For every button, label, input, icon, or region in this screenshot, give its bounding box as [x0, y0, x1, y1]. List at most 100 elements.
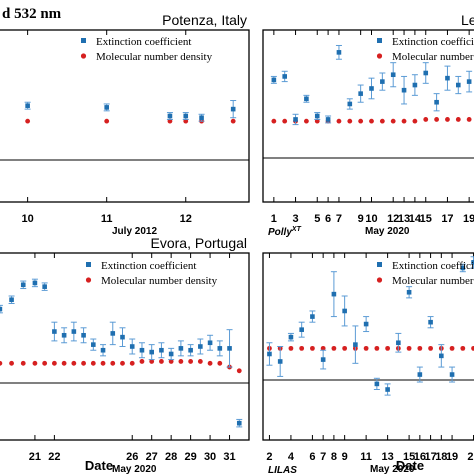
x-tick-label: 30 — [204, 451, 216, 463]
molecular-point — [369, 118, 374, 124]
x-period-label: May 2020 — [112, 464, 157, 474]
legend-marker-molecular — [85, 277, 92, 283]
extinction-point — [227, 346, 232, 351]
x-tick-label: 19 — [446, 451, 458, 463]
legend-marker-extinction — [86, 262, 91, 267]
extinction-point — [449, 372, 455, 377]
molecular-point — [9, 360, 14, 366]
x-tick-label: 7 — [320, 451, 326, 463]
molecular-point — [25, 118, 31, 124]
x-tick-label: 28 — [165, 451, 177, 463]
panel-title: Evora, Portugal — [151, 235, 248, 251]
legend-marker-extinction — [81, 38, 86, 43]
extinction-point — [314, 113, 320, 119]
molecular-point — [347, 118, 353, 124]
legend-marker-molecular — [80, 53, 87, 59]
molecular-point — [412, 118, 418, 124]
x-tick-label: 7 — [336, 213, 342, 225]
panel-title: Le — [461, 12, 474, 28]
legend-marker-molecular — [376, 53, 383, 59]
extinction-point — [168, 351, 174, 357]
x-tick-label: 29 — [184, 451, 196, 463]
extinction-point — [139, 347, 145, 353]
extinction-point — [188, 347, 193, 353]
extinction-point — [412, 82, 418, 88]
molecular-point — [139, 359, 145, 364]
extinction-point — [471, 260, 474, 265]
x-tick-label: 16 — [414, 451, 426, 463]
molecular-point — [417, 345, 423, 351]
x-tick-label: 21 — [29, 451, 41, 463]
molecular-point — [104, 118, 110, 124]
molecular-point — [379, 118, 385, 124]
molecular-point — [90, 360, 96, 366]
extinction-point — [81, 332, 86, 338]
extinction-point — [207, 340, 213, 346]
molecular-point — [236, 368, 242, 374]
extinction-point — [293, 117, 298, 122]
x-tick-label: 13 — [381, 451, 393, 463]
extinction-point — [271, 77, 277, 83]
data-points — [24, 100, 237, 124]
molecular-point — [61, 360, 67, 366]
molecular-point — [100, 360, 106, 366]
extinction-point — [336, 50, 342, 55]
molecular-point — [20, 360, 26, 366]
extinction-point — [353, 342, 358, 347]
molecular-point — [167, 118, 173, 124]
legend-label-molecular: Molecular number density — [96, 51, 213, 63]
extinction-point — [149, 349, 154, 355]
extinction-point — [71, 329, 77, 334]
molecular-point — [168, 359, 174, 364]
molecular-point — [159, 359, 164, 364]
molecular-point — [207, 360, 213, 366]
molecular-point — [71, 360, 77, 366]
x-tick-label: 2 — [266, 451, 272, 463]
x-tick-label: 6 — [325, 213, 331, 225]
data-points — [0, 278, 243, 428]
extinction-point — [304, 96, 309, 102]
extinction-point — [380, 79, 385, 84]
legend: Extinction coefficient Molecular number d… — [376, 260, 474, 287]
x-tick-label: 10 — [22, 213, 34, 225]
extinction-point — [61, 332, 67, 338]
extinction-point — [217, 346, 223, 351]
extinction-point — [325, 117, 331, 122]
legend: Extinction coefficient Molecular number d… — [80, 36, 213, 63]
molecular-point — [331, 345, 337, 351]
molecular-point — [460, 345, 466, 351]
extinction-point — [277, 359, 283, 364]
molecular-point — [455, 117, 461, 122]
x-tick-label: 9 — [342, 451, 348, 463]
plot-frame — [0, 29, 250, 203]
extinction-point — [183, 113, 189, 119]
extinction-point — [120, 334, 125, 340]
x-axis-label: Date — [85, 458, 113, 473]
molecular-point — [310, 345, 315, 351]
extinction-point — [358, 91, 363, 96]
molecular-point — [178, 359, 184, 364]
x-tick-label: 1 — [271, 213, 277, 225]
extinction-point — [159, 347, 164, 353]
x-tick-label: 11 — [360, 451, 372, 463]
extinction-point — [347, 101, 353, 107]
figure-heading: d 532 nm — [2, 6, 62, 22]
legend-label-molecular: Molecular number density — [392, 275, 474, 287]
molecular-point — [314, 118, 320, 124]
molecular-point — [390, 118, 396, 124]
x-tick-label: 14 — [409, 213, 422, 225]
panel-3: Evora, Portugal 21 22 26 27 28 29 30 31 May 2020D… — [0, 235, 250, 474]
extinction-point — [456, 82, 461, 88]
extinction-point — [310, 314, 315, 319]
x-tick-label: 8 — [331, 451, 337, 463]
extinction-point — [32, 280, 38, 286]
x-tick-label: 5 — [314, 213, 320, 225]
panel-title: Potenza, Italy — [162, 12, 247, 28]
molecular-point — [183, 118, 189, 124]
molecular-point — [385, 345, 391, 351]
extinction-point — [20, 282, 26, 288]
x-tick-label: 12 — [180, 213, 192, 225]
